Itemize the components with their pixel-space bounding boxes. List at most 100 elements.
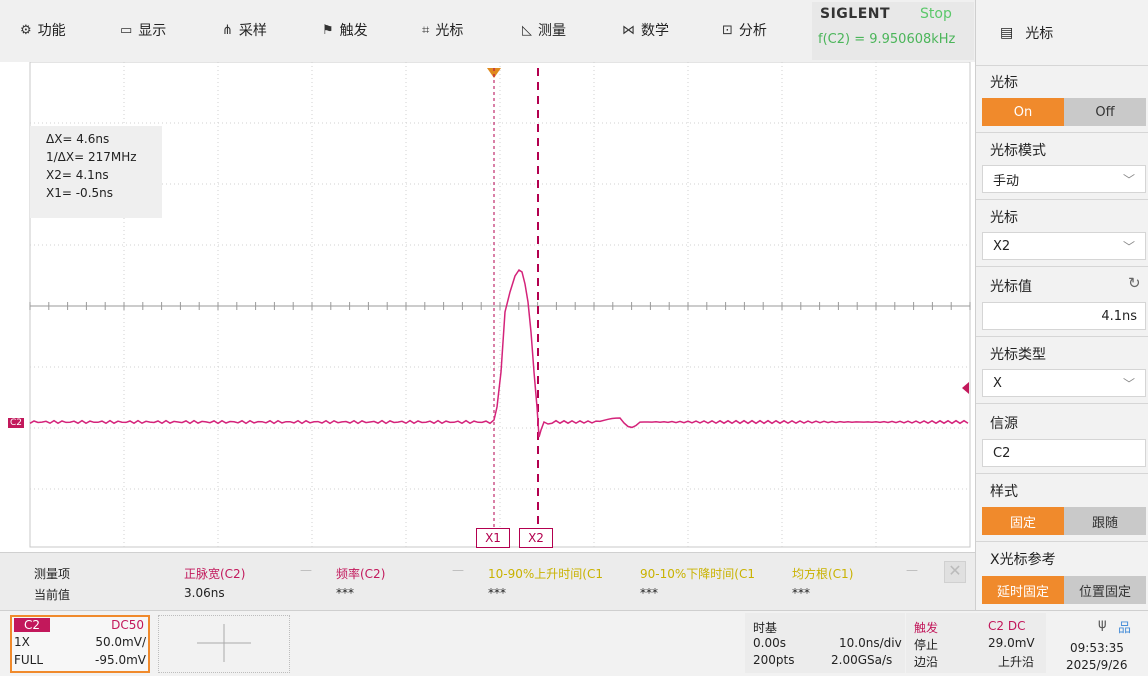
clock-time: 09:53:35 [1070,641,1124,655]
menu-function[interactable]: ⚙ 功能 [20,0,66,62]
menu-cursor[interactable]: ⌗ 光标 [422,0,463,62]
trigger-source: C2 DC [988,619,1026,633]
menu-acquire[interactable]: ⋔ 采样 [222,0,267,62]
frequency-counter: f(C2) = 9.950608kHz [818,32,956,47]
position-fixed-button[interactable]: 位置固定 [1064,576,1146,604]
chevron-down-icon: ﹀ [1122,239,1135,254]
menu-trigger[interactable]: ⚑ 触发 [322,0,368,62]
cursor-mode-label: 光标模式 [990,143,1046,159]
cursor-mode-value: 手动 [993,173,1020,189]
menu-display[interactable]: ▭ 显示 [120,0,166,62]
trigger-info[interactable]: 触发 C2 DC 停止 29.0mV 边沿 上升沿 [906,613,1046,673]
cursor-type-label: 光标类型 [990,347,1046,363]
source-value: C2 [993,445,1011,461]
usb-icon: ψ [1098,617,1107,632]
acquire-icon: ⋔ [222,23,233,38]
inverse-delta-x-value: 1/ΔX= 217MHz [46,150,137,164]
cursor-on-button[interactable]: On [982,98,1064,126]
channel-offset: -95.0mV [95,653,146,667]
cursor-value-label: 光标值 [990,279,1032,295]
measure-1-dash: — [300,563,312,577]
divider [976,403,1148,404]
timebase-label: 时基 [753,621,778,635]
waveform-grid [29,61,971,548]
divider [976,473,1148,474]
cursor-mode-select[interactable]: 手动 ﹀ [982,165,1146,193]
channel-tag: C2 [14,618,51,632]
measure-4-name[interactable]: 90-10%下降时间(C1 [640,567,755,581]
waveform-display[interactable]: ΔX= 4.6ns 1/ΔX= 217MHz X2= 4.1ns X1= -0.… [0,61,975,552]
measure-value-label: 当前值 [34,588,71,602]
menu-function-label: 功能 [37,23,66,39]
measure-1-name[interactable]: 正脉宽(C2) [184,567,246,581]
channel-2-trace [29,268,969,438]
cursor-value-field[interactable]: 4.1ns [982,302,1146,330]
style-follow-button[interactable]: 跟随 [1064,507,1146,535]
menu-measure[interactable]: ◺ 测量 [522,0,566,62]
divider [976,336,1148,337]
menu-analysis-label: 分析 [738,23,767,39]
cursor-menu-panel: ▤ 光标 光标 On Off 光标模式 手动 ﹀ 光标 X2 ﹀ 光标值 ↻ 4.1… [975,0,1148,610]
measure-3-name[interactable]: 10-90%上升时间(C1 [488,567,603,581]
trigger-level-marker [962,382,969,394]
cursor-select-value: X2 [993,238,1011,254]
measure-2-name[interactable]: 频率(C2) [336,567,386,581]
display-icon: ▭ [120,23,133,38]
channel-row-offset: FULL -95.0mV [14,653,146,667]
math-icon: ⋈ [622,23,635,38]
cursor-type-select[interactable]: X ﹀ [982,369,1146,397]
divider [976,199,1148,200]
flag-icon: ⚑ [322,23,334,38]
cursor-off-button[interactable]: Off [1064,98,1146,126]
measure-4-value: *** [640,586,658,600]
cursor-select-label: 光标 [990,210,1018,226]
plus-icon [197,624,251,662]
add-channel-slot[interactable] [158,615,290,673]
trace-layer [29,68,969,530]
panel-title: 光标 [1025,25,1054,42]
menu-measure-label: 测量 [538,23,566,39]
clock-date: 2025/9/26 [1066,658,1128,672]
timebase-delay: 0.00s [753,636,786,650]
channel-2-ground-marker[interactable]: C2 [8,418,25,428]
measure-item-label: 测量项 [34,567,71,581]
source-field[interactable]: C2 [982,439,1146,467]
delay-fixed-button[interactable]: 延时固定 [982,576,1064,604]
menu-cursor-label: 光标 [435,23,464,39]
refresh-icon[interactable]: ↻ [1128,274,1141,292]
gear-icon: ⚙ [20,23,32,38]
menu-acquire-label: 采样 [238,23,267,39]
channel-bandwidth: FULL [14,653,44,667]
divider [976,266,1148,267]
analysis-icon: ⊡ [722,23,733,38]
cursor-label: 光标 [990,75,1018,91]
timebase-info[interactable]: 时基 0.00s 10.0ns/div 200pts 2.00GSa/s [745,613,905,673]
measure-5-name[interactable]: 均方根(C1) [792,567,854,581]
cursor-type-value: X [993,375,1002,391]
run-state[interactable]: Stop [920,6,952,22]
delta-x-value: ΔX= 4.6ns [46,132,110,146]
menu-math[interactable]: ⋈ 数学 [622,0,669,62]
cursor-x2-label[interactable]: X2 [519,528,553,548]
divider [976,132,1148,133]
timebase-scale: 10.0ns/div [839,636,902,650]
channel-2-info[interactable]: C2 DC50 1X 50.0mV/ FULL -95.0mV [10,615,150,673]
channel-probe: 1X [14,635,30,649]
cursor-toggle: On Off [982,98,1146,126]
trigger-slope: 上升沿 [998,655,1035,669]
timebase-points: 200pts [753,653,795,667]
menu-display-label: 显示 [138,23,167,39]
cursor-x1-label[interactable]: X1 [476,528,510,548]
measure-2-value: *** [336,586,354,600]
brand-logo: SIGLENT [820,6,891,22]
style-fixed-button[interactable]: 固定 [982,507,1064,535]
measure-icon: ◺ [522,23,532,38]
menu-analysis[interactable]: ⊡ 分析 [722,0,767,62]
cursor-select[interactable]: X2 ﹀ [982,232,1146,260]
x2-value: X2= 4.1ns [46,168,109,182]
close-icon[interactable]: ✕ [944,561,966,583]
measurement-bar: 测量项 当前值 正脉宽(C2) 3.06ns — 频率(C2) *** — 10… [0,552,975,611]
channel-row-scale: 1X 50.0mV/ [14,635,146,649]
chevron-down-icon: ﹀ [1122,376,1135,391]
panel-header: ▤ 光标 [976,0,1148,66]
